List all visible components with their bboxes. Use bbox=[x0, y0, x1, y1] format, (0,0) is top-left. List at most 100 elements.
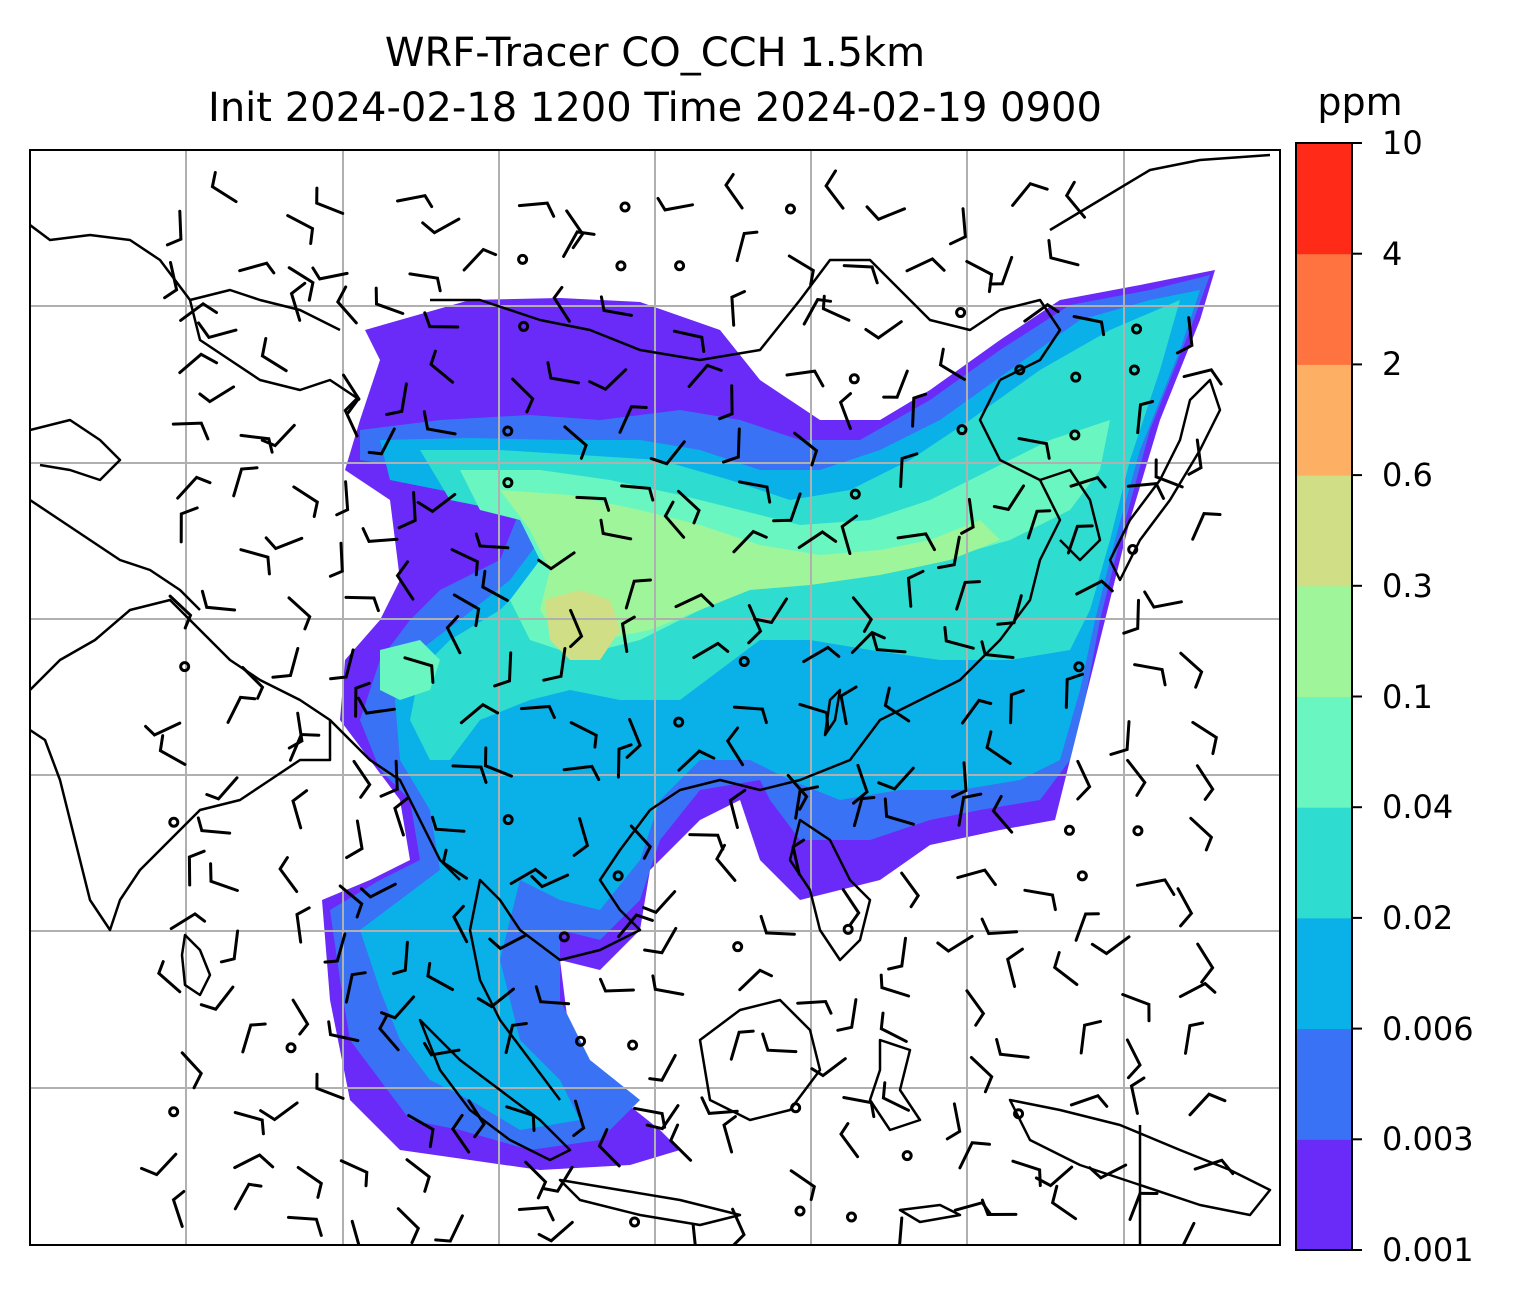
wind-barb bbox=[1079, 1019, 1102, 1055]
wind-barb bbox=[1184, 1021, 1205, 1055]
wind-barb bbox=[841, 888, 861, 927]
wind-barb bbox=[157, 960, 182, 994]
wind-barb bbox=[747, 604, 763, 645]
wind-barb bbox=[408, 272, 442, 293]
wind-barb bbox=[794, 785, 819, 820]
wind-barb bbox=[1188, 1092, 1227, 1117]
calm-wind-marker bbox=[285, 1042, 297, 1054]
wind-barb bbox=[969, 1056, 994, 1094]
wind-barb bbox=[1179, 651, 1204, 689]
wind-barb bbox=[793, 431, 819, 467]
wind-barb bbox=[1050, 1184, 1078, 1221]
wind-barb bbox=[961, 698, 993, 725]
colorbar-segment bbox=[1296, 253, 1352, 365]
colorbar-segment bbox=[1296, 475, 1352, 587]
wind-barb bbox=[1133, 663, 1167, 687]
wind-barb bbox=[563, 425, 588, 460]
wind-barb bbox=[955, 580, 981, 611]
calm-wind-marker bbox=[901, 1150, 913, 1162]
wind-barb bbox=[772, 492, 802, 523]
wind-barb bbox=[187, 849, 206, 887]
colorbar-tick-label: 0.003 bbox=[1382, 1120, 1474, 1159]
wind-barb bbox=[965, 259, 994, 294]
calm-wind-marker bbox=[842, 923, 854, 935]
wind-barb bbox=[938, 347, 966, 381]
wind-barb bbox=[738, 480, 772, 504]
wind-barb bbox=[797, 530, 838, 549]
wind-barb bbox=[452, 593, 481, 628]
wind-barb bbox=[1076, 759, 1092, 801]
wind-barb bbox=[403, 656, 435, 684]
wind-barb bbox=[295, 906, 311, 944]
wind-barb bbox=[1090, 935, 1131, 956]
map-title-line-2: Init 2024-02-18 1200 Time 2024-02-19 090… bbox=[208, 85, 1102, 131]
wind-barb bbox=[144, 721, 182, 737]
wind-barb bbox=[451, 764, 488, 784]
wind-barb bbox=[517, 201, 556, 218]
wind-barb bbox=[645, 1104, 680, 1131]
wind-barb bbox=[517, 1205, 555, 1222]
wind-barb bbox=[789, 1169, 816, 1201]
wind-barb bbox=[1047, 239, 1080, 267]
wind-barb bbox=[196, 816, 232, 835]
wind-barb bbox=[1052, 951, 1079, 986]
calm-wind-marker bbox=[955, 307, 967, 319]
wind-barb bbox=[505, 1105, 536, 1132]
wind-barb bbox=[842, 1096, 876, 1119]
wind-barb bbox=[569, 721, 598, 749]
wind-barb bbox=[1176, 887, 1194, 928]
wind-barb bbox=[1196, 942, 1215, 984]
wind-barb bbox=[839, 1122, 860, 1159]
wind-barb bbox=[1175, 316, 1194, 355]
wind-barb bbox=[642, 890, 677, 915]
wind-barb bbox=[700, 1096, 739, 1115]
calm-wind-marker bbox=[1069, 429, 1081, 441]
wind-barb bbox=[210, 171, 238, 204]
wind-barb bbox=[396, 194, 434, 209]
wind-barb bbox=[957, 792, 983, 827]
wind-barb bbox=[374, 286, 405, 315]
wind-barb bbox=[980, 917, 1019, 936]
wind-barb bbox=[260, 337, 288, 373]
wind-barb bbox=[434, 1214, 464, 1243]
colorbar-unit-label: ppm bbox=[1317, 80, 1403, 124]
colorbar-segment bbox=[1296, 1028, 1352, 1140]
wind-barb bbox=[140, 1152, 178, 1177]
wind-barb bbox=[985, 730, 1012, 765]
border-pakistan bbox=[30, 498, 201, 611]
wind-barb bbox=[951, 761, 968, 799]
wind-barb bbox=[209, 862, 239, 892]
wind-barb bbox=[905, 257, 946, 273]
wind-barb bbox=[897, 1216, 904, 1245]
wind-barb bbox=[329, 648, 355, 681]
wind-barb bbox=[292, 485, 319, 518]
wind-barb bbox=[851, 596, 874, 633]
wind-barb bbox=[936, 934, 974, 953]
wind-barb bbox=[537, 551, 576, 571]
calm-wind-marker bbox=[784, 203, 796, 215]
wind-barb bbox=[546, 361, 580, 385]
wind-barb bbox=[753, 597, 788, 625]
wind-barb bbox=[824, 169, 845, 210]
wind-barb bbox=[171, 1190, 186, 1228]
wind-barb bbox=[474, 532, 510, 550]
calm-wind-marker bbox=[627, 1039, 639, 1051]
calm-wind-marker bbox=[794, 1205, 806, 1217]
wind-barb bbox=[259, 1101, 299, 1122]
calm-wind-marker bbox=[849, 488, 861, 500]
wind-barb bbox=[599, 518, 633, 541]
wind-barb bbox=[896, 532, 936, 552]
colorbar-segment bbox=[1296, 143, 1352, 255]
calm-wind-marker bbox=[674, 260, 686, 272]
wind-barb bbox=[1191, 720, 1218, 756]
coast-korea bbox=[1039, 468, 1102, 562]
wind-barb bbox=[730, 290, 746, 327]
wind-barb bbox=[663, 500, 686, 539]
wind-barb bbox=[287, 266, 315, 302]
wind-barb bbox=[328, 541, 344, 578]
wind-barb bbox=[1075, 579, 1114, 596]
colorbar-tick-label: 0.1 bbox=[1382, 677, 1433, 716]
wind-barb bbox=[956, 868, 997, 887]
wind-barb bbox=[199, 985, 235, 1011]
wind-barb bbox=[421, 217, 461, 235]
